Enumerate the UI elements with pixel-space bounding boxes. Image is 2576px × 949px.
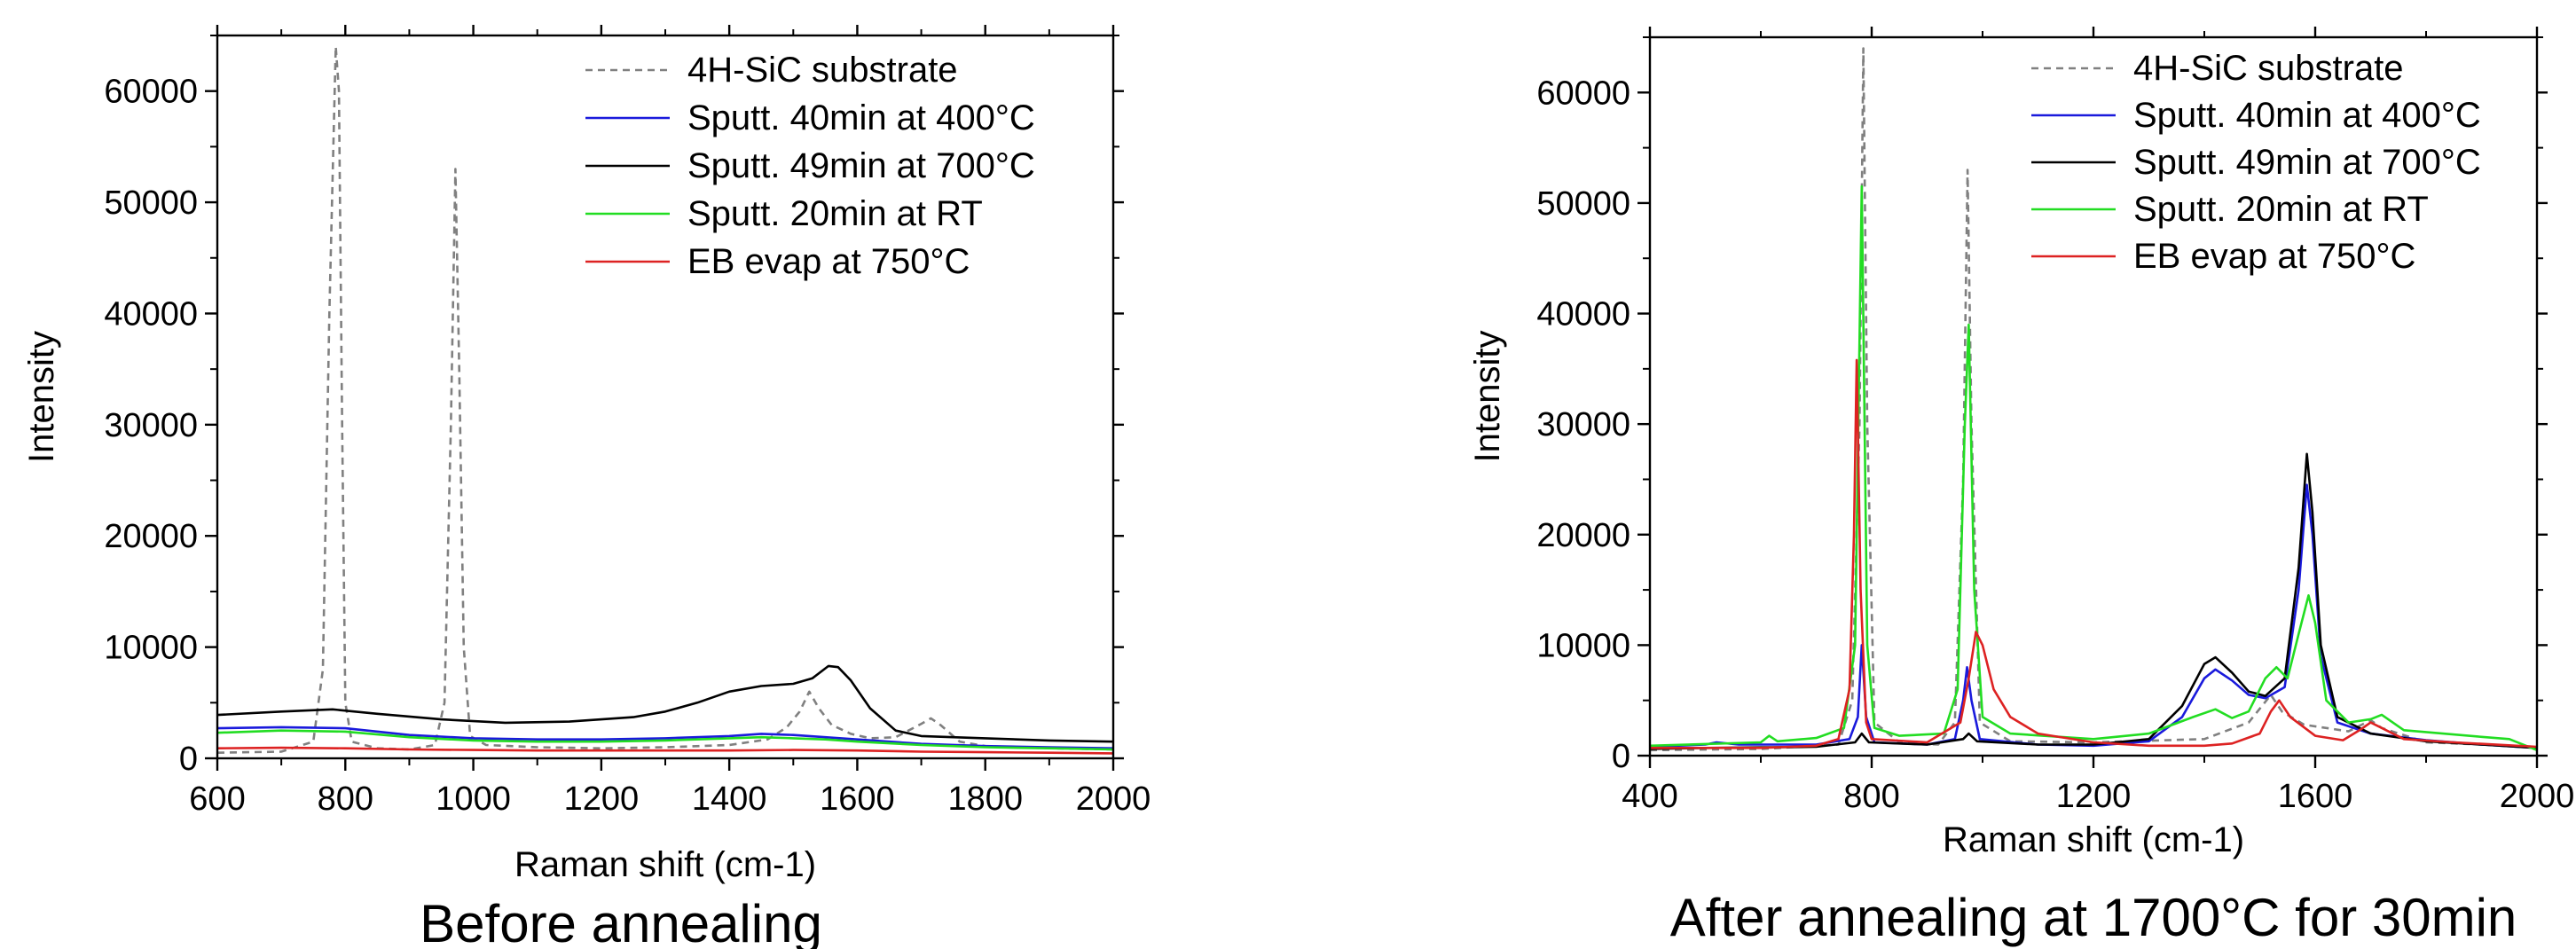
legend-label: Sputt. 20min at RT [687, 194, 983, 233]
plot-frame [216, 34, 1115, 760]
legend-label: Sputt. 40min at 400°C [2133, 96, 2481, 135]
series-lines [217, 45, 1113, 755]
legend-label: Sputt. 20min at RT [2133, 190, 2429, 229]
legend-label: Sputt. 49min at 700°C [2133, 143, 2481, 182]
x-tick-label: 800 [1843, 778, 1899, 815]
legend-label: EB evap at 750°C [2133, 237, 2415, 276]
panel-caption: After annealing at 1700°C for 30min [1670, 888, 2517, 947]
y-axis-label: Intensity [22, 331, 61, 463]
y-tick-label: 10000 [104, 630, 198, 667]
series-line-0 [217, 45, 1113, 754]
y-tick-label: 60000 [1536, 75, 1630, 112]
x-axis-label: Raman shift (cm-1) [514, 845, 816, 884]
x-tick-label: 2000 [1076, 780, 1151, 818]
legend-label: 4H-SiC substrate [687, 51, 958, 90]
series-line-3 [217, 729, 1113, 751]
x-tick-label: 1600 [820, 780, 895, 818]
panel-caption: Before annealing [420, 894, 822, 949]
x-tick-label: 600 [189, 780, 245, 818]
series-lines [1650, 47, 2537, 752]
x-tick-label: 2000 [2500, 778, 2575, 815]
y-tick-label: 40000 [1536, 296, 1630, 333]
y-tick-label: 20000 [1536, 517, 1630, 554]
x-axis-label: Raman shift (cm-1) [1943, 820, 2244, 859]
y-tick-label: 0 [179, 741, 198, 778]
legend-label: Sputt. 49min at 700°C [687, 146, 1035, 185]
y-tick-label: 30000 [104, 407, 198, 444]
series-line-4 [217, 746, 1113, 755]
panel-before-annealing: 600 800 1000 1200 1400 1600 1800 20000100002000… [22, 25, 1151, 949]
series-line-1 [1650, 483, 2537, 749]
y-tick-label: 20000 [104, 518, 198, 555]
x-tick-label: 800 [318, 780, 373, 818]
x-tick-label: 400 [1622, 778, 1677, 815]
x-tick-label: 1800 [947, 780, 1023, 818]
y-tick-label: 0 [1612, 738, 1630, 775]
x-tick-label: 1200 [564, 780, 640, 818]
x-tick-label: 1400 [692, 780, 767, 818]
y-tick-label: 60000 [104, 74, 198, 111]
x-tick-label: 1200 [2056, 778, 2132, 815]
x-tick-label: 1600 [2278, 778, 2353, 815]
legend-label: Sputt. 40min at 400°C [687, 98, 1035, 137]
legend: 4H-SiC substrate Sputt. 40min at 400°C Spu… [2031, 49, 2481, 276]
series-line-4 [1650, 358, 2537, 749]
legend-label: EB evap at 750°C [687, 242, 970, 281]
x-tick-label: 1000 [436, 780, 511, 818]
series-line-2 [217, 664, 1113, 743]
y-tick-label: 10000 [1536, 627, 1630, 664]
y-tick-label: 50000 [104, 184, 198, 222]
y-axis-label: Intensity [1468, 331, 1507, 463]
y-tick-label: 30000 [1536, 406, 1630, 443]
series-line-2 [1650, 452, 2537, 750]
series-line-3 [1650, 184, 2537, 752]
y-tick-label: 50000 [1536, 185, 1630, 223]
legend-label: 4H-SiC substrate [2133, 49, 2404, 88]
y-tick-label: 40000 [104, 295, 198, 333]
panel-after-annealing: 400 800 1200 1600 20000100002000030000400005… [1468, 27, 2574, 947]
legend: 4H-SiC substrate Sputt. 40min at 400°C Spu… [585, 51, 1035, 281]
